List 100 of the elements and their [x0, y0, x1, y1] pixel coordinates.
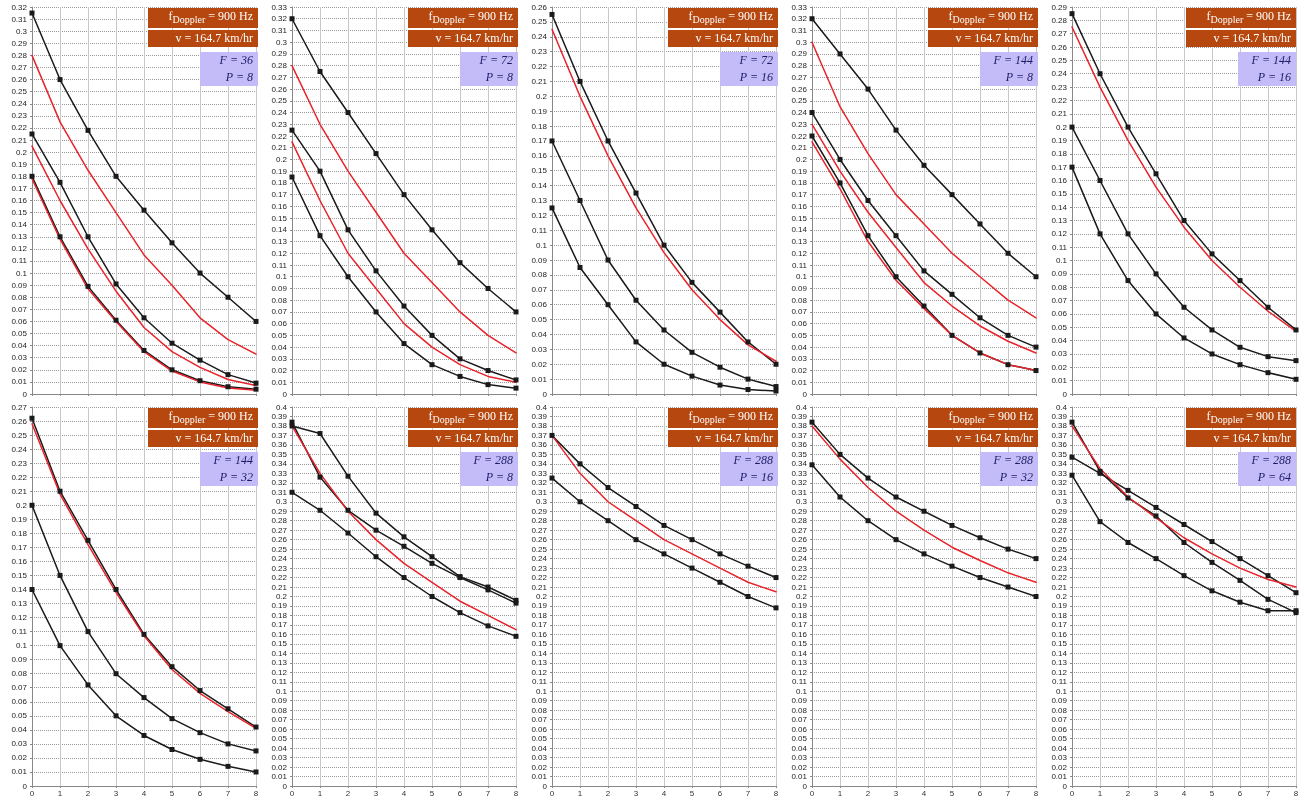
y-tick-label: 0.23: [11, 111, 28, 121]
annotation: v = 164.7 km/hr: [1186, 30, 1296, 47]
x-tick-label: 2: [865, 788, 871, 798]
y-tick-label: 0.04: [271, 342, 288, 352]
y-tick-label: 0.38: [1051, 421, 1068, 431]
y-tick-label: 0.32: [1051, 478, 1068, 488]
y-tick-label: 0.17: [271, 190, 288, 200]
y-tick-label: 0.25: [1051, 544, 1068, 554]
annotation: v = 164.7 km/hr: [928, 430, 1038, 447]
annotation: P = 64: [1238, 469, 1296, 486]
y-tick-label: 0.3: [275, 37, 288, 47]
y-tick-label: 0.08: [791, 295, 808, 305]
x-tick-label: 6: [197, 788, 203, 798]
y-tick-label: 0.23: [531, 563, 548, 573]
y-tick-label: 0.06: [271, 319, 288, 329]
y-tick-label: 0.32: [271, 14, 288, 24]
y-tick-label: 0.34: [531, 459, 548, 469]
y-tick-label: 0.18: [791, 178, 808, 188]
y-tick-label: 0.23: [271, 563, 288, 573]
y-tick-label: 0.23: [271, 119, 288, 129]
y-tick-label: 0.05: [11, 711, 28, 721]
y-tick-label: 0: [22, 389, 28, 399]
annotation: F = 144: [1238, 52, 1296, 69]
y-tick-label: 0.31: [11, 14, 28, 24]
x-tick-label: 3: [893, 788, 899, 798]
annotation: P = 8: [460, 69, 518, 86]
y-tick-label: 0.39: [531, 411, 548, 421]
y-tick-label: 0.35: [791, 449, 808, 459]
y-tick-label: 0.01: [791, 772, 808, 782]
y-tick-label: 0.17: [271, 620, 288, 630]
y-tick-label: 0.23: [791, 563, 808, 573]
y-tick-label: 0: [22, 781, 28, 791]
y-tick-label: 0.13: [1051, 216, 1068, 226]
annotation: v = 164.7 km/hr: [1186, 430, 1296, 447]
y-tick-label: 0.22: [271, 573, 288, 583]
x-tick-label: 2: [345, 788, 351, 798]
y-tick-label: 0.22: [531, 573, 548, 583]
y-tick-label: 0.09: [11, 280, 28, 290]
y-tick-label: 0.33: [271, 468, 288, 478]
y-tick-label: 0.19: [11, 159, 28, 169]
y-tick-label: 0.28: [271, 516, 288, 526]
y-tick-label: 0.08: [1051, 282, 1068, 292]
annotation: P = 8: [460, 469, 518, 486]
y-tick-label: 0.27: [531, 525, 548, 535]
annotation: v = 164.7 km/hr: [668, 430, 778, 447]
y-tick-label: 0.28: [271, 61, 288, 71]
y-tick-label: 0.04: [11, 341, 28, 351]
y-tick-label: 0.16: [1051, 629, 1068, 639]
y-tick-label: 0.21: [531, 76, 548, 86]
y-tick-label: 0.21: [11, 486, 28, 496]
y-tick-label: 0.26: [531, 535, 548, 545]
annotation: F = 288: [1238, 452, 1296, 469]
y-tick-label: 0.32: [791, 478, 808, 488]
annotation: P = 8: [980, 69, 1038, 86]
y-tick-label: 0.17: [1051, 620, 1068, 630]
y-tick-label: 0.19: [271, 166, 288, 176]
y-tick-label: 0.11: [1052, 242, 1068, 252]
y-tick-label: 0.36: [1051, 440, 1068, 450]
y-tick-label: 0.11: [12, 256, 28, 266]
annotation: F = 36: [200, 52, 258, 69]
y-tick-label: 0: [542, 781, 548, 791]
y-tick-label: 0.01: [271, 772, 288, 782]
y-tick-label: 0.14: [791, 225, 808, 235]
y-tick-label: 0.08: [791, 705, 808, 715]
y-tick-label: 0.29: [1051, 506, 1068, 516]
y-tick-label: 0.17: [531, 620, 548, 630]
y-tick-label: 0.16: [11, 556, 28, 566]
y-tick-label: 0.11: [1052, 677, 1068, 687]
x-tick-label: 0: [29, 788, 35, 798]
y-tick-label: 0.06: [531, 300, 548, 310]
x-tick-label: 3: [633, 788, 639, 798]
x-tick-label: 6: [1237, 788, 1243, 798]
y-tick-label: 0.07: [11, 683, 28, 693]
y-tick-label: 0.06: [271, 724, 288, 734]
y-tick-label: 0.19: [11, 514, 28, 524]
y-tick-label: 0.16: [531, 629, 548, 639]
y-tick-label: 0.25: [791, 96, 808, 106]
y-tick-label: 0.25: [791, 544, 808, 554]
x-tick-label: 5: [949, 788, 955, 798]
y-tick-label: 0.37: [531, 430, 548, 440]
y-tick-label: 0.29: [271, 506, 288, 516]
x-tick-label: 5: [1209, 788, 1215, 798]
y-tick-label: 0.07: [1051, 715, 1068, 725]
y-tick-label: 0.13: [531, 196, 548, 205]
y-tick-label: 0.3: [535, 497, 548, 507]
y-tick-label: 0.29: [791, 506, 808, 516]
y-tick-label: 0.35: [1051, 449, 1068, 459]
y-tick-label: 0.1: [795, 272, 808, 282]
y-tick-label: 0.22: [791, 573, 808, 583]
y-tick-label: 0.27: [271, 72, 288, 82]
y-tick-label: 0.08: [11, 292, 28, 302]
y-tick-label: 0.24: [531, 554, 548, 564]
y-tick-label: 0.14: [531, 648, 548, 658]
y-tick-label: 0.12: [1051, 229, 1068, 239]
x-tick-label: 4: [401, 788, 407, 798]
y-tick-label: 0.26: [11, 75, 28, 85]
y-tick-label: 0.18: [271, 178, 288, 188]
annotation: F = 288: [720, 452, 778, 469]
y-tick-label: 0.21: [271, 143, 288, 153]
y-tick-label: 0.22: [11, 472, 28, 482]
